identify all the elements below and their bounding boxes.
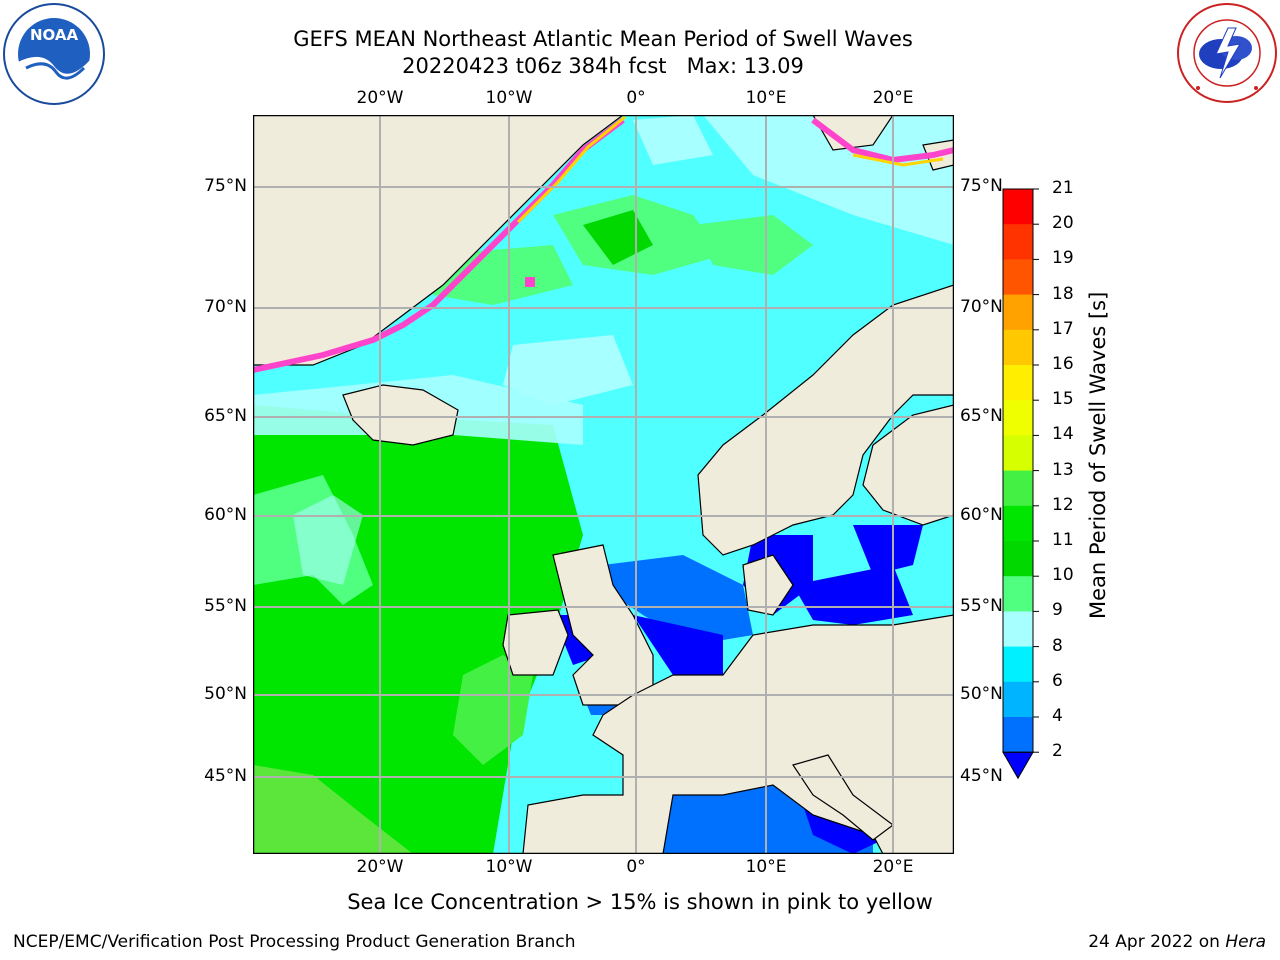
lat-label-left-70n: 70°N bbox=[204, 297, 247, 317]
colorbar-tick-label: 14 bbox=[1052, 424, 1074, 445]
lat-label-left-75n: 75°N bbox=[204, 176, 247, 196]
lat-label-right-65n: 65°N bbox=[960, 406, 1003, 426]
lon-label-bottom-20w: 20°W bbox=[356, 857, 404, 877]
colorbar-segment bbox=[1003, 541, 1033, 577]
lat-label-left-65n: 65°N bbox=[204, 406, 247, 426]
colorbar-segment bbox=[1003, 681, 1033, 718]
lon-label-top-10w: 10°W bbox=[485, 88, 533, 108]
lon-label-bottom-10e: 10°E bbox=[745, 857, 787, 877]
colorbar-tick-label: 4 bbox=[1052, 706, 1063, 726]
north-sea-blue bbox=[603, 555, 753, 645]
footer-date-text: 24 Apr 2022 on bbox=[1088, 932, 1226, 952]
lon-label-top-10e: 10°E bbox=[745, 88, 787, 108]
colorbar-segment bbox=[1003, 189, 1033, 225]
colorbar-title: Mean Period of Swell Waves [s] bbox=[1086, 291, 1110, 619]
colorbar-segment bbox=[1003, 259, 1033, 296]
lat-label-right-75n: 75°N bbox=[960, 176, 1003, 196]
lon-label-bottom-10w: 10°W bbox=[485, 857, 533, 877]
colorbar-tick-label: 21 bbox=[1052, 178, 1074, 198]
colorbar-extend-arrow bbox=[1002, 751, 1034, 780]
colorbar bbox=[1002, 188, 1039, 780]
colorbar-tick-label: 13 bbox=[1052, 459, 1074, 480]
lat-label-right-45n: 45°N bbox=[960, 766, 1003, 786]
footer-host: Hera bbox=[1225, 932, 1266, 952]
lat-label-left-55n: 55°N bbox=[204, 596, 247, 616]
colorbar-segment bbox=[1003, 400, 1033, 436]
lon-label-top-20w: 20°W bbox=[356, 88, 404, 108]
colorbar-tick-label: 10 bbox=[1052, 565, 1074, 586]
lat-label-left-50n: 50°N bbox=[204, 684, 247, 704]
sea-ice-note: Sea Ice Concentration > 15% is shown in … bbox=[347, 890, 933, 914]
colorbar-segment bbox=[1003, 435, 1033, 472]
map-title: GEFS MEAN Northeast Atlantic Mean Period… bbox=[293, 27, 913, 51]
noaa-logo: NOAA bbox=[3, 3, 105, 105]
colorbar-tick-label: 16 bbox=[1052, 354, 1074, 374]
colorbar-segment bbox=[1003, 470, 1033, 507]
colorbar-segment bbox=[1003, 224, 1033, 260]
lat-label-left-45n: 45°N bbox=[204, 766, 247, 786]
footer-date: 24 Apr 2022 on Hera bbox=[1088, 932, 1266, 952]
map-subtitle: 20220423 t06z 384h fcst Max: 13.09 bbox=[402, 54, 804, 78]
lon-label-bottom-0: 0° bbox=[626, 857, 646, 877]
lon-label-top-0: 0° bbox=[626, 88, 646, 108]
colorbar-tick-label: 12 bbox=[1052, 494, 1074, 515]
graticule bbox=[253, 115, 954, 854]
colorbar-tick-label: 11 bbox=[1052, 530, 1074, 550]
nws-logo bbox=[1177, 3, 1277, 103]
colorbar-segment bbox=[1003, 365, 1033, 401]
scandinavia bbox=[697, 284, 954, 556]
colorbar-segment bbox=[1003, 611, 1033, 648]
colorbar-segment bbox=[1003, 505, 1033, 542]
colorbar-tick-label: 17 bbox=[1052, 318, 1074, 339]
lat-label-left-60n: 60°N bbox=[204, 505, 247, 525]
colorbar-segment bbox=[1003, 576, 1033, 612]
colorbar-tick-label: 15 bbox=[1052, 389, 1074, 410]
colorbar-tick-label: 6 bbox=[1052, 670, 1063, 691]
colorbar-tick-label: 18 bbox=[1052, 283, 1074, 304]
map-frame bbox=[253, 115, 954, 854]
colorbar-segment bbox=[1003, 294, 1033, 331]
lat-label-right-60n: 60°N bbox=[960, 505, 1003, 525]
colorbar-tick-label: 20 bbox=[1052, 213, 1074, 234]
colorbar-tick-label: 9 bbox=[1052, 600, 1063, 621]
colorbar-tick-label: 19 bbox=[1052, 248, 1074, 269]
ireland bbox=[502, 609, 569, 676]
swell-period-map bbox=[253, 115, 954, 854]
land-masses bbox=[253, 115, 954, 854]
iceland bbox=[342, 384, 459, 446]
lat-label-right-70n: 70°N bbox=[960, 297, 1003, 317]
lat-label-right-55n: 55°N bbox=[960, 596, 1003, 616]
lon-label-bottom-20e: 20°E bbox=[872, 857, 914, 877]
footer-credit: NCEP/EMC/Verification Post Processing Pr… bbox=[13, 932, 576, 952]
colorbar-segment bbox=[1003, 329, 1033, 366]
colorbar-tick-label: 8 bbox=[1052, 635, 1063, 656]
lon-label-top-20e: 20°E bbox=[872, 88, 914, 108]
lat-label-right-50n: 50°N bbox=[960, 684, 1003, 704]
colorbar-tick-label: 2 bbox=[1052, 741, 1063, 762]
greenland bbox=[253, 115, 624, 366]
noaa-logo-text: NOAA bbox=[30, 26, 79, 44]
sea-ice-edge bbox=[253, 117, 625, 373]
colorbar-segment bbox=[1003, 646, 1033, 683]
colorbar-segment bbox=[1003, 717, 1033, 753]
